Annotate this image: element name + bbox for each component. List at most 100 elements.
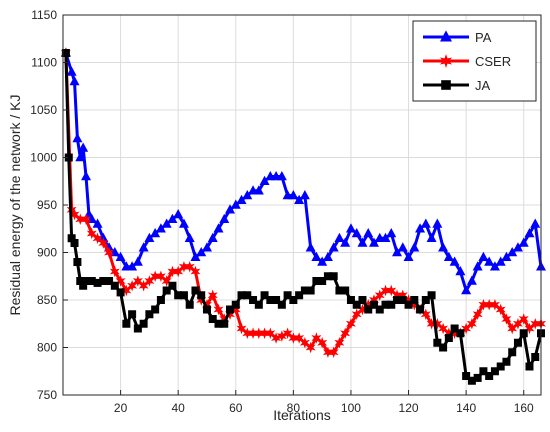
- data-point-ja-31: [220, 319, 229, 328]
- series-layer: [60, 47, 546, 385]
- data-point-ja-37: [254, 300, 263, 309]
- data-point-pa-5: [78, 142, 89, 152]
- data-point-cser-42: [299, 337, 310, 349]
- data-point-ja-19: [151, 305, 160, 314]
- data-point-ja-55: [358, 296, 367, 304]
- data-point-cser-73: [478, 299, 489, 311]
- data-point-pa-55: [357, 237, 368, 247]
- x-tick-label-4: 100: [341, 401, 361, 415]
- data-point-pa-46: [305, 242, 316, 252]
- data-point-ja-59: [381, 300, 390, 309]
- data-point-cser-63: [420, 308, 431, 320]
- data-point-ja-32: [226, 305, 235, 314]
- data-point-cser-17: [155, 270, 166, 282]
- data-point-pa-70: [443, 251, 454, 261]
- data-point-ja-79: [496, 362, 505, 371]
- data-point-ja-27: [197, 291, 206, 300]
- data-point-ja-22: [168, 281, 177, 290]
- data-point-cser-23: [190, 265, 201, 278]
- data-point-ja-11: [105, 277, 114, 285]
- data-point-cser-26: [207, 289, 218, 301]
- data-point-pa-71: [449, 256, 460, 266]
- data-point-pa-27: [196, 247, 207, 257]
- data-point-pa-19: [150, 228, 161, 238]
- data-point-ja-24: [179, 291, 188, 300]
- data-point-ja-71: [450, 324, 459, 333]
- data-point-ja-0: [61, 49, 70, 57]
- data-point-ja-10: [99, 277, 108, 285]
- data-point-pa-49: [322, 251, 333, 261]
- data-point-cser-56: [380, 284, 391, 297]
- data-point-cser-6: [92, 232, 103, 244]
- data-point-cser-81: [524, 322, 535, 335]
- data-point-pa-13: [115, 251, 126, 261]
- data-point-cser-16: [150, 270, 161, 282]
- data-point-ja-69: [439, 343, 448, 352]
- data-point-cser-60: [403, 294, 414, 306]
- data-point-pa-4: [75, 152, 86, 162]
- data-point-ja-43: [289, 296, 298, 304]
- x-tick-label-0: 20: [114, 401, 128, 415]
- y-tick-label-0: 750: [37, 388, 57, 402]
- data-point-cser-64: [426, 318, 437, 330]
- data-point-ja-44: [295, 291, 304, 300]
- data-point-cser-2: [69, 208, 80, 221]
- data-point-pa-73: [461, 285, 472, 295]
- data-point-cser-68: [449, 327, 460, 339]
- data-point-ja-35: [243, 291, 252, 300]
- data-point-pa-26: [190, 251, 201, 261]
- data-point-pa-48: [317, 256, 328, 266]
- data-point-cser-9: [109, 265, 120, 278]
- data-point-ja-68: [433, 338, 442, 347]
- data-point-ja-84: [525, 362, 534, 371]
- data-point-ja-5: [76, 277, 85, 285]
- data-point-cser-30: [230, 303, 241, 316]
- data-point-ja-23: [174, 291, 183, 300]
- data-point-ja-83: [519, 329, 528, 338]
- data-point-cser-22: [184, 261, 195, 273]
- y-tick-label-7: 1100: [31, 56, 57, 70]
- y-tick-label-3: 900: [37, 246, 57, 260]
- data-point-cser-5: [86, 227, 97, 240]
- data-point-pa-35: [242, 190, 253, 200]
- data-point-pa-59: [380, 232, 391, 242]
- axis-ticks: 20 40 60 80 100 120 140 160 750 800 850 900 950 1000 1…: [30, 8, 534, 415]
- data-point-pa-33: [230, 199, 241, 209]
- data-point-ja-29: [208, 315, 217, 323]
- data-point-ja-72: [456, 329, 465, 338]
- data-point-cser-24: [196, 294, 207, 306]
- data-point-cser-74: [484, 299, 495, 311]
- data-point-ja-49: [323, 272, 332, 281]
- data-point-pa-60: [386, 228, 397, 238]
- data-point-cser-50: [345, 318, 356, 330]
- data-point-ja-67: [427, 291, 436, 300]
- data-point-pa-1: [66, 66, 77, 76]
- data-point-cser-75: [489, 299, 500, 311]
- data-point-ja-34: [237, 291, 246, 300]
- legend-label-ja: JA: [475, 78, 491, 93]
- data-point-ja-85: [531, 353, 540, 361]
- y-tick-label-2: 850: [37, 293, 57, 307]
- data-point-ja-61: [393, 296, 402, 304]
- data-point-ja-12: [110, 281, 119, 290]
- x-tick-label-2: 60: [229, 401, 243, 415]
- data-point-pa-82: [512, 242, 523, 252]
- data-point-pa-45: [299, 190, 310, 200]
- data-point-ja-4: [73, 258, 82, 266]
- data-point-pa-57: [368, 237, 379, 247]
- legend-marker-pa: [440, 30, 452, 42]
- data-point-ja-28: [202, 305, 211, 314]
- data-point-pa-53: [345, 223, 356, 233]
- data-point-pa-3: [72, 133, 83, 143]
- data-point-cser-80: [518, 313, 529, 325]
- data-point-ja-76: [479, 367, 488, 376]
- data-point-ja-54: [352, 300, 361, 309]
- data-point-cser-59: [397, 289, 408, 301]
- data-point-pa-15: [127, 261, 138, 271]
- data-point-cser-55: [374, 289, 385, 301]
- data-point-pa-9: [92, 218, 103, 228]
- data-point-cser-41: [294, 332, 305, 344]
- data-point-ja-30: [214, 319, 223, 328]
- data-point-pa-75: [472, 261, 483, 271]
